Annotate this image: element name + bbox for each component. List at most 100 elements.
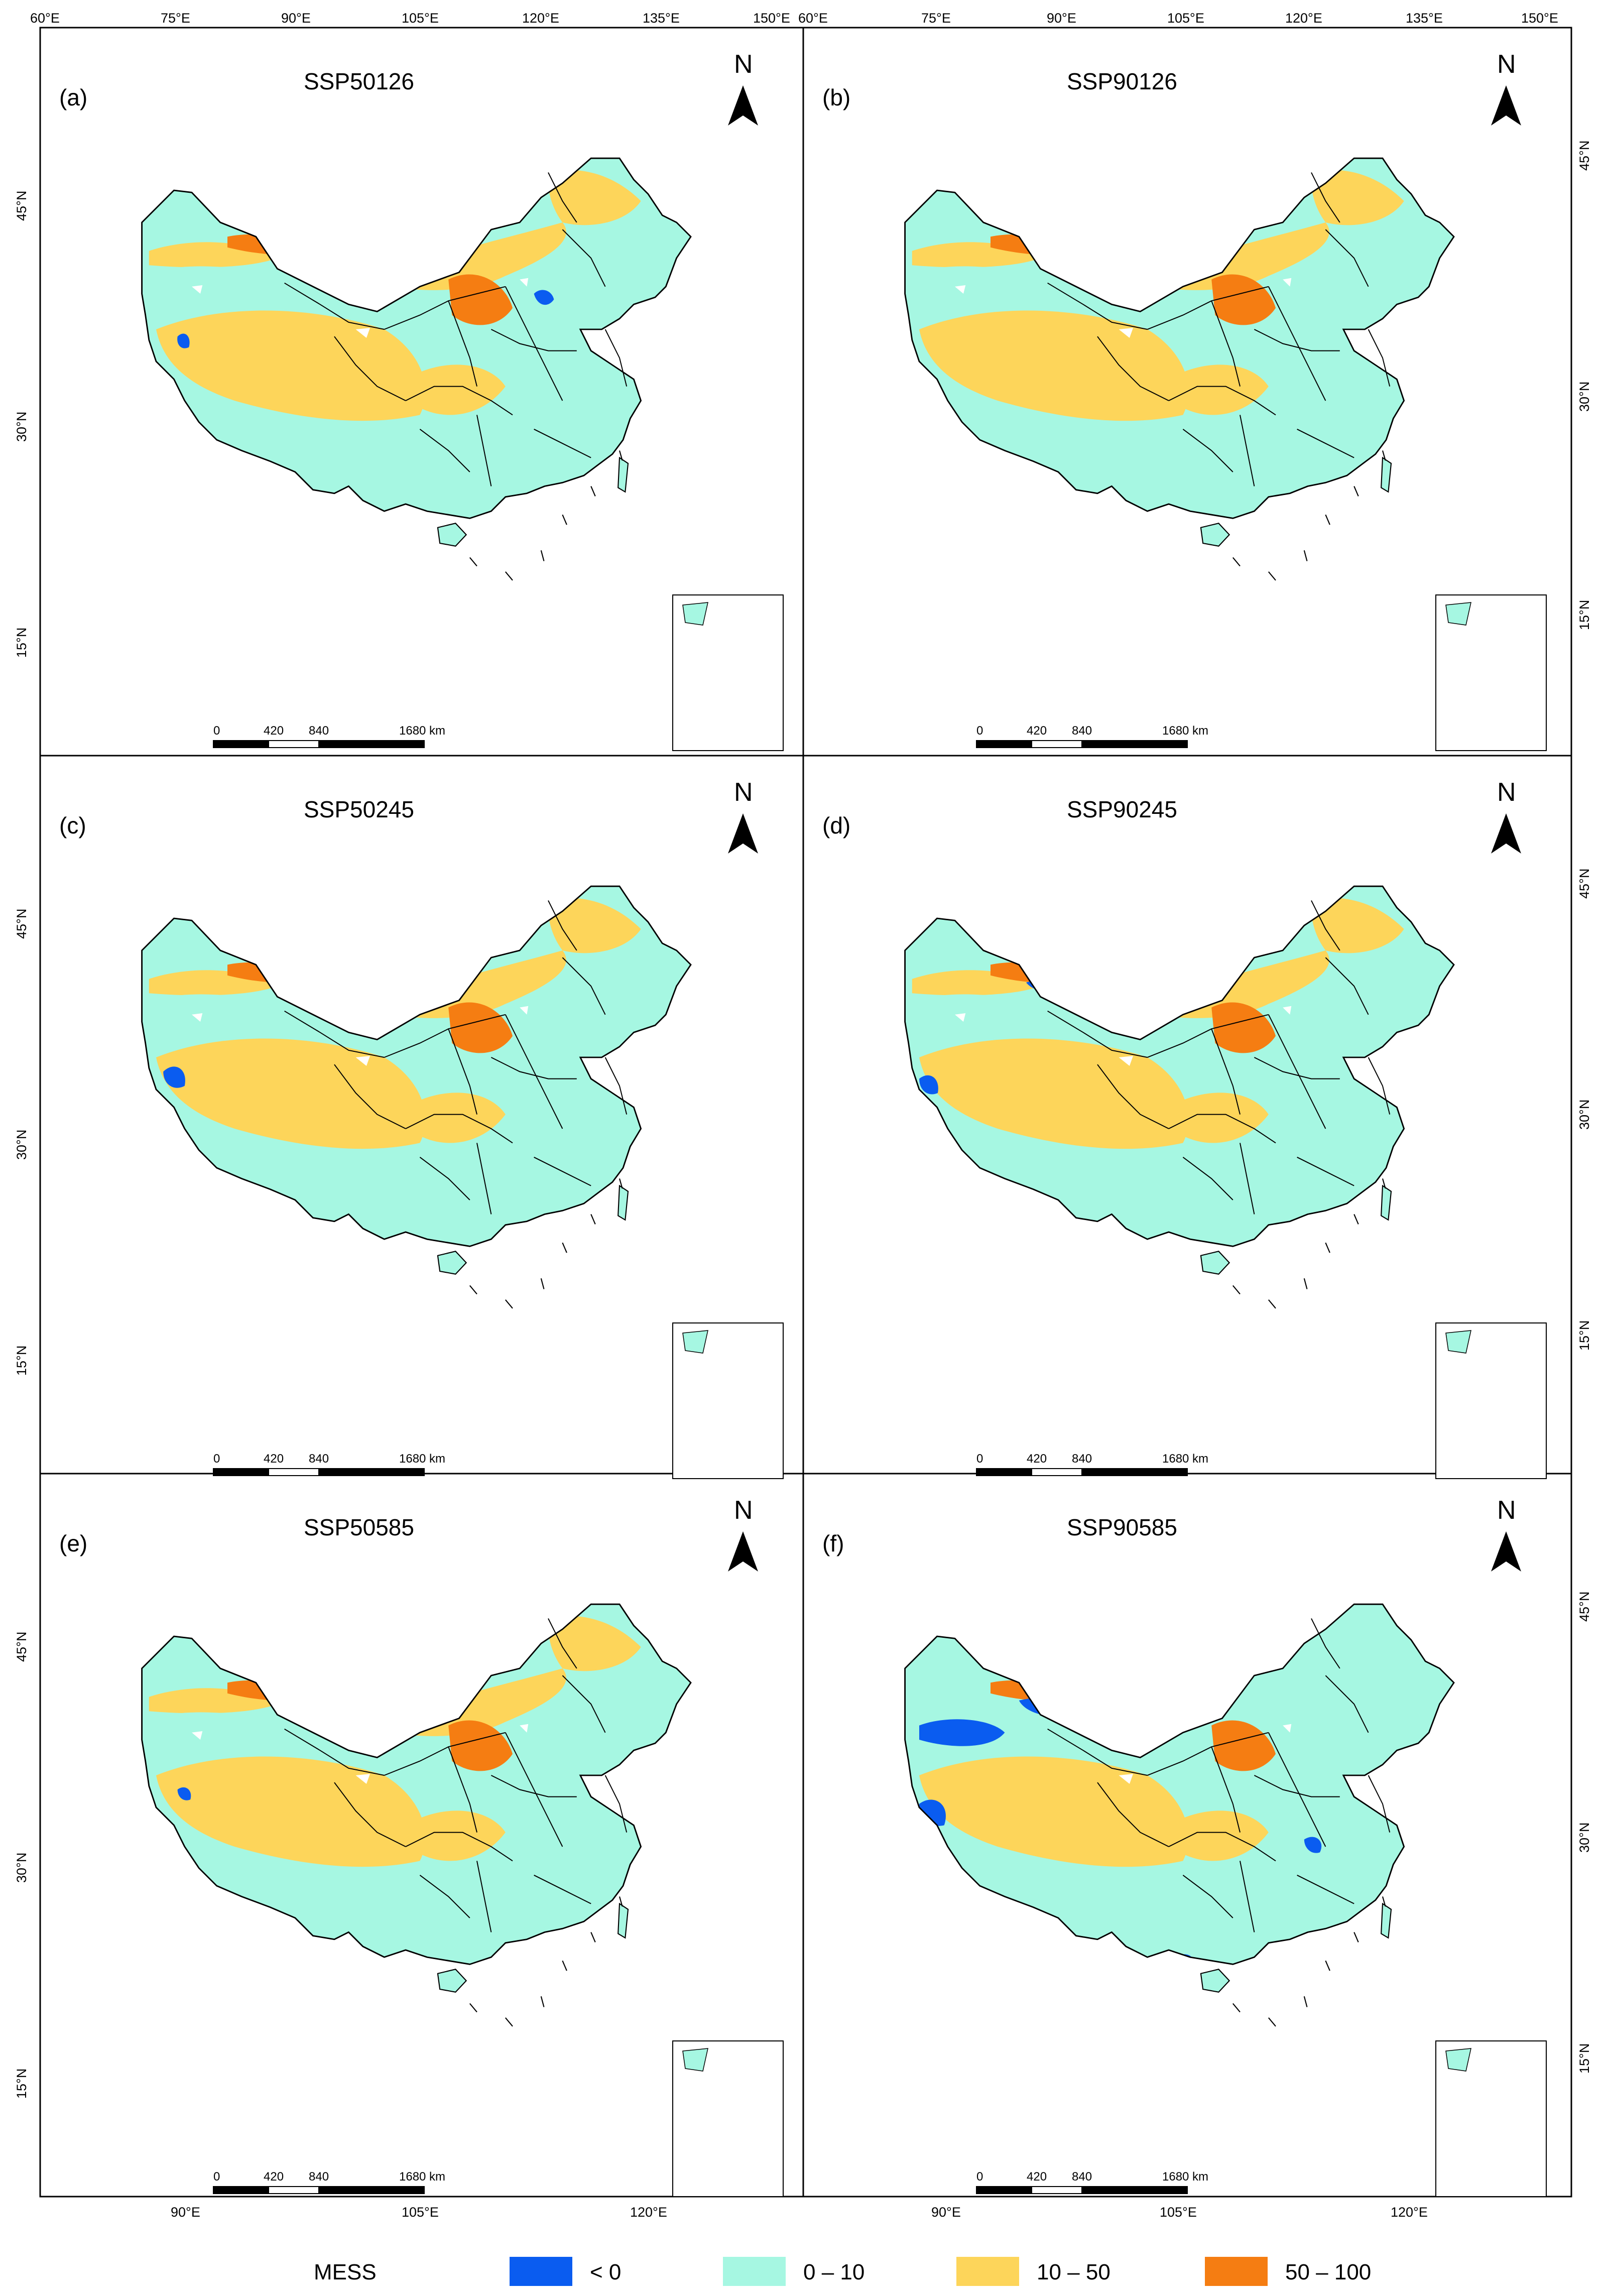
scale-bar-label: 420 [264,2170,284,2184]
tick-lon-90e: 90°E [1047,11,1076,26]
province-boundary [604,1775,628,1833]
tick-lat-45n: 45°N [14,909,29,939]
province-boundary [1168,1114,1276,1144]
region-0-10 [474,1135,598,1211]
region-10-50 [548,170,641,225]
legend-swatch-10-50 [956,2257,1019,2286]
south-china-sea-inset [1435,2040,1547,2197]
legend-label-below-0: < 0 [590,2260,621,2284]
legend-swatch-below-0 [510,2257,572,2286]
province-boundary [1240,1861,1255,1932]
province-boundary [490,329,577,351]
scale-bar-segment [213,2186,269,2194]
region-50-100 [448,274,513,325]
boundary-dash [590,1931,596,1943]
province-boundary [1325,1675,1369,1733]
province-boundary [284,282,385,330]
province-boundary [405,386,513,416]
region-50-100 [1211,274,1276,325]
region-10-50 [1311,898,1404,953]
boundary-dash [1232,2003,1241,2013]
province-boundary [384,1732,506,1776]
north-arrow-icon [728,1531,758,1572]
tick-lon-105e-bottom: 105°E [1160,2205,1197,2220]
province-boundary [1211,300,1241,387]
province-boundary [334,336,406,401]
province-boundary [548,172,577,223]
region-below-0 [1304,1837,1322,1853]
province-boundary [1268,1732,1326,1847]
boundary-dash [619,450,623,461]
region-10-50 [1183,1810,1269,1861]
province-boundary [1268,286,1326,401]
region-0-10 [1176,1183,1248,1228]
china-map [141,1603,692,2027]
tick-lon-150e: 150°E [753,11,790,26]
legend-label-0-10: 0 – 10 [803,2260,864,2284]
tick-lon-150e: 150°E [1521,11,1558,26]
province-boundary [1254,329,1340,351]
boundary-dash [1353,1931,1359,1943]
region-0-10 [1176,455,1248,500]
boundary-dash [562,1960,567,1971]
tick-lat-15n: 15°N [14,2069,29,2099]
region-below-0 [1211,547,1220,554]
panel-label: (a) [59,84,87,110]
boundary-dash [619,1896,623,1907]
south-sea-dashes [1232,1178,1386,1309]
scale-bar: 0 420 840 1680 km [976,724,1208,748]
inset-coast [682,602,708,626]
region-no-data [1283,278,1292,287]
province-boundary [1325,229,1369,287]
boundary-dash [1325,1960,1330,1971]
province-boundary [548,1618,577,1669]
scale-bar-segment [976,2186,1032,2194]
china-map [904,885,1455,1309]
boundary-dash [1353,486,1359,497]
region-10-50 [1183,365,1269,415]
scale-bar-segment [268,740,319,748]
boundary-dash [1268,1299,1276,1309]
province-boundary [1254,1057,1340,1079]
tick-lon-135e: 135°E [1406,11,1443,26]
province-boundary [1268,1014,1326,1129]
province-boundary [1182,429,1233,472]
region-10-50 [156,1038,426,1149]
scale-bar-segment [1081,2186,1188,2194]
scale-bar: 0 420 840 1680 km [976,2170,1208,2194]
north-arrow-label: N [1497,1496,1516,1525]
scale-bar-segment [318,1468,425,1476]
north-arrow-icon [728,813,758,854]
region-below-0 [919,1075,938,1095]
tick-lat-30n: 30°N [1577,1100,1592,1130]
hainan-island [1200,523,1230,547]
taiwan-island [617,1185,629,1221]
scale-bar: 0 420 840 1680 km [976,1452,1208,1476]
province-boundary [534,1156,591,1186]
province-boundary [1368,329,1391,387]
region-no-data [1119,1056,1133,1066]
region-no-data [520,1724,529,1733]
south-sea-dashes [469,1178,623,1309]
tick-lon-120e: 120°E [1285,11,1322,26]
legend: MESS < 0 0 – 10 10 – 50 50 – 100 [314,2257,1371,2286]
north-arrow-icon [1491,813,1521,854]
top-axis-left: 60°E 75°E 90°E 105°E 120°E 135°E 150°E [30,11,790,26]
region-no-data [1283,1006,1292,1015]
province-boundary [1097,1064,1169,1129]
tick-lon-75e: 75°E [921,11,951,26]
scale-bar-label: 420 [1027,724,1047,738]
scale-bar: 0 420 840 1680 km [213,1452,445,1476]
province-boundary [562,957,606,1015]
scale-bar-label: 840 [309,2170,329,2184]
boundary-dash [469,2003,477,2013]
province-boundary [1097,336,1169,401]
province-boundary [1368,1775,1391,1833]
tick-lat-45n: 45°N [14,191,29,221]
province-boundary [1047,1728,1148,1776]
scale-bar-label: 0 [976,1452,983,1466]
province-boundaries [284,1618,628,1932]
mess-classes [912,170,1404,554]
region-10-50 [548,898,641,953]
province-boundary [1211,1028,1241,1115]
